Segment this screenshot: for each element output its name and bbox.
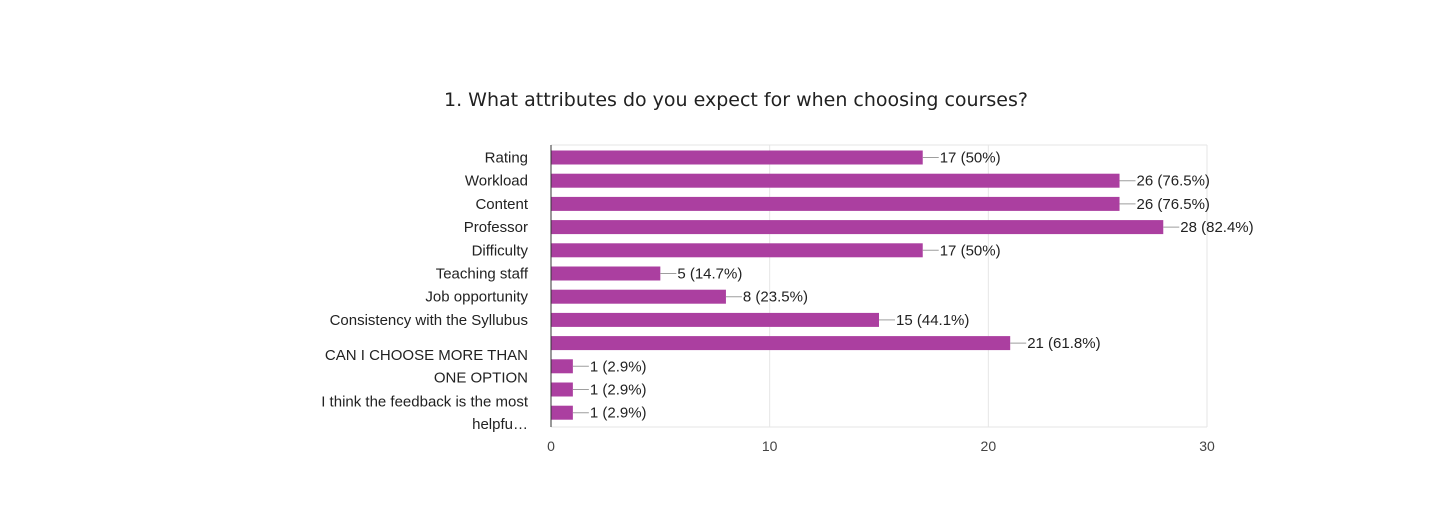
- bar: [551, 405, 573, 420]
- bar: [551, 220, 1164, 235]
- category-label: ONE OPTION: [434, 370, 528, 387]
- data-label: 5 (14.7%): [677, 266, 742, 283]
- category-label: CAN I CHOOSE MORE THAN: [325, 347, 528, 364]
- bar: [551, 173, 1120, 188]
- category-label: Content: [475, 196, 528, 213]
- category-label: Workload: [465, 173, 528, 190]
- category-label: Professor: [464, 219, 528, 236]
- bars: [550, 145, 1164, 427]
- data-label: 1 (2.9%): [590, 382, 647, 399]
- data-label: 17 (50%): [940, 242, 1001, 259]
- bar: [551, 196, 1120, 211]
- bar: [551, 266, 661, 281]
- category-label: Consistency with the Syllubus: [330, 312, 528, 329]
- bar: [551, 359, 573, 374]
- bar: [551, 382, 573, 397]
- data-labels: 17 (50%) 26 (76.5%) 26 (76.5%) 28 (82.4%) 17…: [572, 150, 1254, 422]
- category-labels: Rating Workload Content Professor Difficulty…: [321, 150, 529, 433]
- x-tick-label: 10: [762, 438, 778, 454]
- bar: [551, 150, 923, 165]
- category-label: Teaching staff: [436, 266, 529, 283]
- bar: [551, 289, 726, 304]
- data-label: 8 (23.5%): [743, 289, 808, 306]
- bar: [551, 312, 879, 327]
- data-label: 15 (44.1%): [896, 312, 969, 329]
- bar: [551, 336, 1011, 351]
- category-label: Job opportunity: [425, 289, 528, 306]
- x-axis-ticks: 0 10 20 30: [547, 438, 1215, 454]
- data-label: 28 (82.4%): [1180, 219, 1253, 236]
- category-label: I think the feedback is the most: [321, 393, 529, 410]
- x-tick-label: 20: [981, 438, 997, 454]
- data-label: 17 (50%): [940, 150, 1001, 167]
- data-label: 1 (2.9%): [590, 358, 647, 375]
- gridlines: [551, 144, 1208, 428]
- data-label: 26 (76.5%): [1137, 196, 1210, 213]
- data-label: 21 (61.8%): [1027, 335, 1100, 352]
- data-label: 1 (2.9%): [590, 405, 647, 422]
- x-tick-label: 0: [547, 438, 555, 454]
- chart-title: 1. What attributes do you expect for whe…: [444, 89, 1028, 111]
- category-label: Difficulty: [472, 242, 529, 259]
- category-label: helpfu…: [472, 416, 528, 433]
- data-label: 26 (76.5%): [1137, 173, 1210, 190]
- category-label: Rating: [485, 150, 528, 167]
- x-tick-label: 30: [1199, 438, 1215, 454]
- bar: [551, 243, 923, 258]
